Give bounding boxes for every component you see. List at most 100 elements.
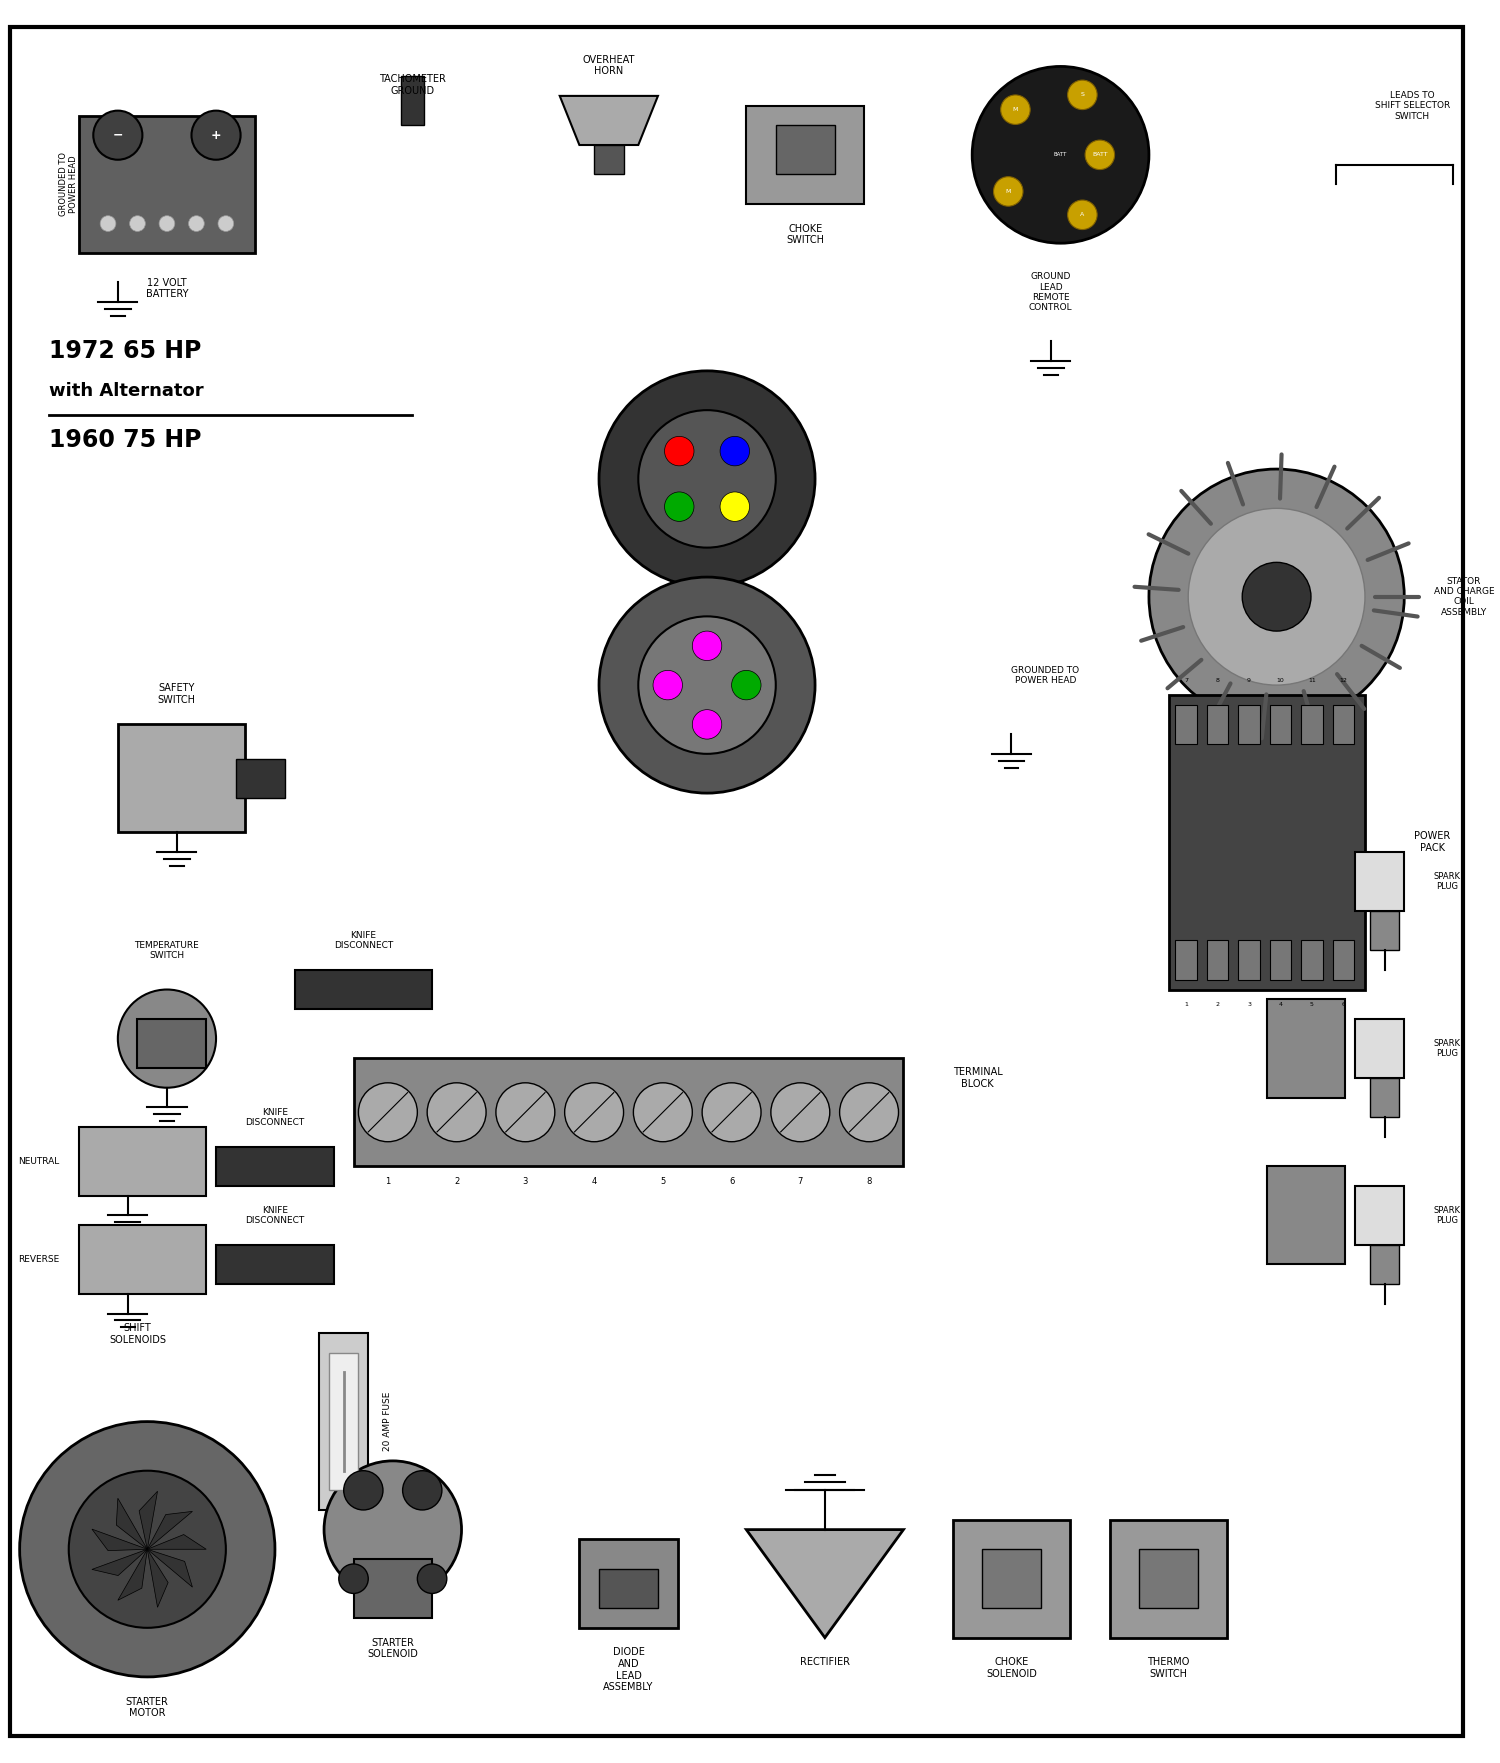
Text: 6: 6 <box>1341 1001 1346 1007</box>
Bar <box>1168 695 1365 989</box>
Bar <box>78 116 255 254</box>
Text: 1: 1 <box>386 1176 390 1185</box>
Text: 4: 4 <box>1278 1001 1282 1007</box>
Polygon shape <box>92 1550 147 1576</box>
Polygon shape <box>560 95 658 145</box>
Text: −: − <box>112 129 123 141</box>
Polygon shape <box>747 1530 903 1638</box>
Circle shape <box>118 989 216 1088</box>
Text: KNIFE
DISCONNECT: KNIFE DISCONNECT <box>246 1107 304 1127</box>
Bar <box>78 1127 206 1195</box>
Bar <box>1268 1000 1346 1098</box>
Polygon shape <box>117 1499 147 1550</box>
Circle shape <box>189 215 204 231</box>
Text: 8: 8 <box>867 1176 871 1185</box>
Text: STARTER
MOTOR: STARTER MOTOR <box>126 1696 168 1719</box>
Bar <box>1176 940 1197 980</box>
Circle shape <box>972 67 1149 243</box>
Circle shape <box>496 1082 555 1142</box>
Circle shape <box>639 617 776 755</box>
Bar <box>579 1539 678 1627</box>
Text: 2: 2 <box>1215 1001 1219 1007</box>
Bar <box>1239 940 1260 980</box>
Circle shape <box>339 1564 368 1594</box>
Text: A: A <box>1080 212 1084 217</box>
Circle shape <box>1000 95 1030 125</box>
Bar <box>1332 940 1354 980</box>
Bar <box>1268 832 1346 931</box>
Bar <box>1370 911 1400 950</box>
Circle shape <box>598 577 814 793</box>
Bar <box>285 106 1179 568</box>
Polygon shape <box>140 1491 158 1550</box>
Text: 3: 3 <box>1246 1001 1251 1007</box>
Text: M: M <box>1005 189 1011 194</box>
Circle shape <box>639 411 776 548</box>
Text: 6: 6 <box>729 1176 735 1185</box>
Text: 5: 5 <box>1310 1001 1314 1007</box>
Bar <box>1370 1077 1400 1118</box>
Bar <box>400 76 424 125</box>
Bar <box>598 1569 658 1608</box>
Bar <box>1269 705 1292 744</box>
Bar <box>1354 1019 1404 1077</box>
Text: THERMO
SWITCH: THERMO SWITCH <box>1148 1657 1190 1678</box>
Text: 1960 75 HP: 1960 75 HP <box>50 428 201 451</box>
Circle shape <box>344 1470 382 1509</box>
Text: OVERHEAT
HORN: OVERHEAT HORN <box>582 55 634 76</box>
Text: CHOKE
SOLENOID: CHOKE SOLENOID <box>986 1657 1036 1678</box>
Circle shape <box>358 1082 417 1142</box>
Text: M: M <box>1013 108 1019 113</box>
Circle shape <box>427 1082 486 1142</box>
Text: TACHOMETER
GROUND: TACHOMETER GROUND <box>380 74 446 95</box>
Circle shape <box>771 1082 830 1142</box>
Bar <box>320 1333 368 1509</box>
Circle shape <box>693 710 722 739</box>
Bar <box>78 1225 206 1294</box>
Circle shape <box>633 1082 693 1142</box>
Circle shape <box>664 437 694 465</box>
Text: STATOR
AND CHARGE
COIL
ASSEMBLY: STATOR AND CHARGE COIL ASSEMBLY <box>1434 577 1494 617</box>
Bar <box>982 1550 1041 1608</box>
Text: 4: 4 <box>591 1176 597 1185</box>
Text: 7: 7 <box>1185 677 1188 682</box>
Circle shape <box>564 1082 624 1142</box>
Text: +: + <box>210 129 222 141</box>
Text: S: S <box>1080 92 1084 97</box>
Text: SPARK
PLUG: SPARK PLUG <box>1434 1038 1461 1058</box>
Bar <box>294 970 432 1008</box>
Bar <box>747 106 864 205</box>
Text: TEMPERATURE
SWITCH: TEMPERATURE SWITCH <box>135 941 200 961</box>
Bar <box>1354 1186 1404 1245</box>
Bar <box>776 125 834 175</box>
Text: KNIFE
DISCONNECT: KNIFE DISCONNECT <box>246 1206 304 1225</box>
Circle shape <box>664 492 694 522</box>
Text: SHIFT
SOLENOIDS: SHIFT SOLENOIDS <box>110 1324 166 1345</box>
Text: 7: 7 <box>798 1176 802 1185</box>
Bar <box>1354 852 1404 911</box>
Circle shape <box>217 215 234 231</box>
Text: TERMINAL
BLOCK: TERMINAL BLOCK <box>952 1067 1002 1090</box>
Circle shape <box>1084 139 1114 169</box>
Circle shape <box>1188 508 1365 686</box>
Polygon shape <box>147 1511 192 1550</box>
Polygon shape <box>147 1550 192 1587</box>
Circle shape <box>732 670 760 700</box>
Bar <box>1332 705 1354 744</box>
Bar <box>328 1352 358 1490</box>
Circle shape <box>693 631 722 661</box>
Text: GROUNDED TO
POWER HEAD: GROUNDED TO POWER HEAD <box>58 152 78 217</box>
Bar <box>594 145 624 175</box>
Text: SAFETY
SWITCH: SAFETY SWITCH <box>158 682 196 705</box>
Bar <box>1239 705 1260 744</box>
Text: DIODE
AND
LEAD
ASSEMBLY: DIODE AND LEAD ASSEMBLY <box>603 1647 654 1692</box>
Text: 20 AMP FUSE: 20 AMP FUSE <box>382 1393 392 1451</box>
Polygon shape <box>147 1550 168 1608</box>
Text: GROUND
LEAD
REMOTE
CONTROL: GROUND LEAD REMOTE CONTROL <box>1029 272 1072 312</box>
Bar <box>216 1146 334 1186</box>
Text: SPARK
PLUG: SPARK PLUG <box>1434 1206 1461 1225</box>
Text: 1972 65 HP: 1972 65 HP <box>50 338 201 363</box>
Circle shape <box>1068 199 1096 229</box>
Circle shape <box>1242 562 1311 631</box>
Text: BATT: BATT <box>1054 152 1066 157</box>
